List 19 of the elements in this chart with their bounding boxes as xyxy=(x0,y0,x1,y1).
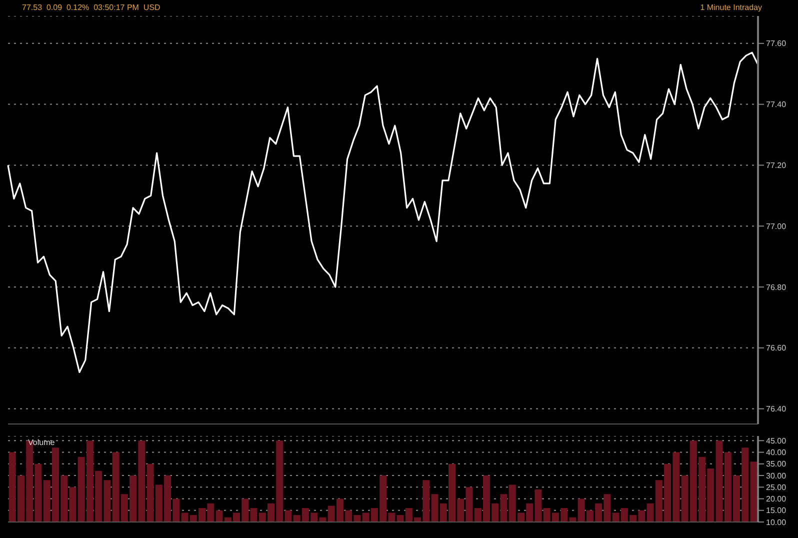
y-tick-label: 10.00 xyxy=(766,518,787,527)
chart-title: Volume xyxy=(28,438,55,447)
y-tick-label: 77.00 xyxy=(766,222,787,231)
chart-subtitle: 1 Minute Intraday xyxy=(700,3,762,12)
y-tick-label: 76.60 xyxy=(766,344,787,353)
chart-title: 77.53 0.09 0.12% 03:50:17 PM USD xyxy=(22,3,160,12)
y-tick-label: 35.00 xyxy=(766,460,787,469)
y-tick-label: 76.80 xyxy=(766,282,787,292)
y-tick-label: 25.00 xyxy=(766,482,787,492)
y-tick-label: 76.40 xyxy=(766,404,787,414)
y-tick-label: 77.40 xyxy=(766,100,787,110)
y-tick-label: 40.00 xyxy=(766,448,787,458)
y-tick-label: 77.60 xyxy=(766,39,787,48)
y-tick-label: 15.00 xyxy=(766,506,787,516)
y-tick-label: 45.00 xyxy=(766,436,787,446)
y-tick-label: 30.00 xyxy=(766,471,787,480)
y-tick-label: 77.20 xyxy=(766,161,787,170)
line-series xyxy=(7,52,759,374)
y-tick-label: 20.00 xyxy=(766,494,787,504)
